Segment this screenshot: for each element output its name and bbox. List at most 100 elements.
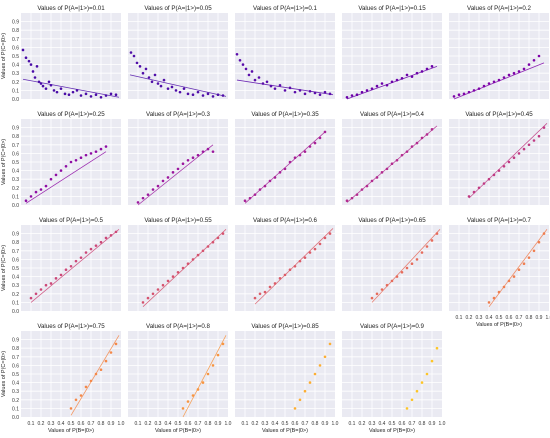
- x-tick-label: 0.1: [242, 421, 249, 427]
- data-point: [298, 398, 302, 402]
- data-point: [253, 78, 257, 82]
- x-tick-label: 0.4: [272, 421, 279, 427]
- panel: Values of P(A=|1>)=0.15: [342, 5, 442, 100]
- data-point: [492, 80, 496, 84]
- data-point: [308, 381, 312, 384]
- data-point: [141, 196, 145, 200]
- data-point: [462, 92, 466, 96]
- data-point: [273, 87, 277, 90]
- data-point: [191, 156, 195, 159]
- panel: Values of P(A=|1>)=0.9 0.1 0.2 0.3 0.4 0.5 0.6…: [342, 323, 446, 434]
- data-point: [318, 364, 322, 367]
- data-point: [146, 296, 150, 300]
- data-point: [425, 372, 429, 376]
- data-point: [114, 342, 118, 346]
- data-point: [308, 145, 312, 148]
- data-point: [405, 150, 409, 153]
- panel-title: Values of P(A=|1>)=0.01: [37, 5, 105, 12]
- data-point: [44, 184, 48, 188]
- data-point: [532, 249, 536, 253]
- data-point: [166, 176, 170, 179]
- data-point: [345, 199, 349, 202]
- y-axis-label: Values of P(C=|0>): [1, 245, 7, 291]
- data-point: [89, 152, 93, 155]
- data-point: [323, 236, 327, 240]
- data-point: [328, 342, 332, 346]
- data-point: [129, 51, 133, 54]
- trend-line: [30, 228, 120, 303]
- y-axis-label: Values of P(C=|0>): [1, 351, 7, 397]
- trend-line: [488, 229, 548, 307]
- data-point: [84, 251, 88, 254]
- data-point: [196, 253, 200, 257]
- data-point: [71, 90, 75, 94]
- data-point: [507, 279, 511, 283]
- data-point: [206, 245, 210, 248]
- data-point: [420, 251, 424, 254]
- data-point: [166, 87, 170, 90]
- y-tick-label: 0.5: [12, 372, 19, 378]
- data-point: [532, 139, 536, 142]
- data-point: [400, 77, 404, 80]
- data-point: [104, 359, 108, 363]
- x-tick-label: 0.1: [456, 315, 463, 321]
- data-point: [241, 63, 245, 66]
- x-tick-label: 0.5: [175, 421, 182, 427]
- data-point: [435, 346, 439, 350]
- panel-title: Values of P(A=|1>)=0.45: [465, 111, 533, 118]
- data-point: [104, 236, 108, 240]
- data-point: [74, 398, 78, 402]
- data-point: [151, 188, 155, 191]
- y-tick-label: 0.4: [12, 381, 19, 387]
- panel-title: Values of P(A=|1>)=0.7: [467, 217, 531, 224]
- data-point: [89, 95, 93, 98]
- data-point: [79, 94, 83, 97]
- data-point: [537, 54, 541, 58]
- data-point: [235, 52, 239, 56]
- data-point: [74, 259, 78, 263]
- data-point: [216, 353, 220, 357]
- y-tick-label: 0.2: [12, 80, 19, 86]
- y-tick-label: 0.7: [12, 37, 19, 43]
- data-point: [59, 273, 63, 277]
- data-point: [288, 268, 292, 272]
- data-point: [467, 90, 471, 94]
- panel-title: Values of P(A=|1>)=0.9: [360, 323, 424, 330]
- data-point: [244, 67, 248, 71]
- data-point: [527, 63, 531, 66]
- x-tick-label: 0.7: [516, 315, 523, 321]
- x-tick-label: 0.8: [205, 421, 212, 427]
- data-point: [34, 190, 38, 194]
- data-point: [186, 400, 190, 403]
- data-point: [79, 256, 83, 259]
- x-tick-label: 0.1: [349, 421, 356, 427]
- panel: Values of P(A=|1>)=0.850.1 0.2 0.3 0.4 0.5 0.…: [235, 323, 339, 434]
- data-point: [181, 266, 185, 270]
- data-point: [410, 398, 414, 402]
- data-point: [293, 90, 297, 94]
- x-tick-label: 0.6: [506, 315, 513, 321]
- data-point: [170, 85, 174, 89]
- data-point: [138, 65, 142, 68]
- data-point: [146, 193, 150, 196]
- x-tick-label: 0.3: [48, 421, 55, 427]
- data-point: [41, 84, 45, 88]
- data-point: [313, 372, 317, 376]
- data-point: [298, 259, 302, 263]
- data-point: [482, 84, 486, 88]
- y-tick-label: 0.9: [12, 20, 19, 26]
- data-point: [380, 171, 384, 174]
- data-point: [298, 153, 302, 157]
- data-point: [452, 95, 456, 98]
- data-point: [323, 355, 327, 359]
- data-point: [303, 256, 307, 259]
- panel: Values of P(A=|1>)=0.01 0.0 0.1 0.2 0.3 0.4 0.…: [1, 5, 121, 103]
- data-point: [293, 156, 297, 159]
- data-point: [59, 169, 63, 172]
- data-point: [430, 359, 434, 363]
- data-point: [34, 292, 38, 296]
- panel: Values of P(A=|1>)=0.5 0.0 0.1 0.2 0.3 0.4 0.5…: [1, 217, 121, 315]
- data-point: [502, 76, 506, 79]
- data-point: [221, 232, 225, 235]
- data-point: [415, 141, 419, 145]
